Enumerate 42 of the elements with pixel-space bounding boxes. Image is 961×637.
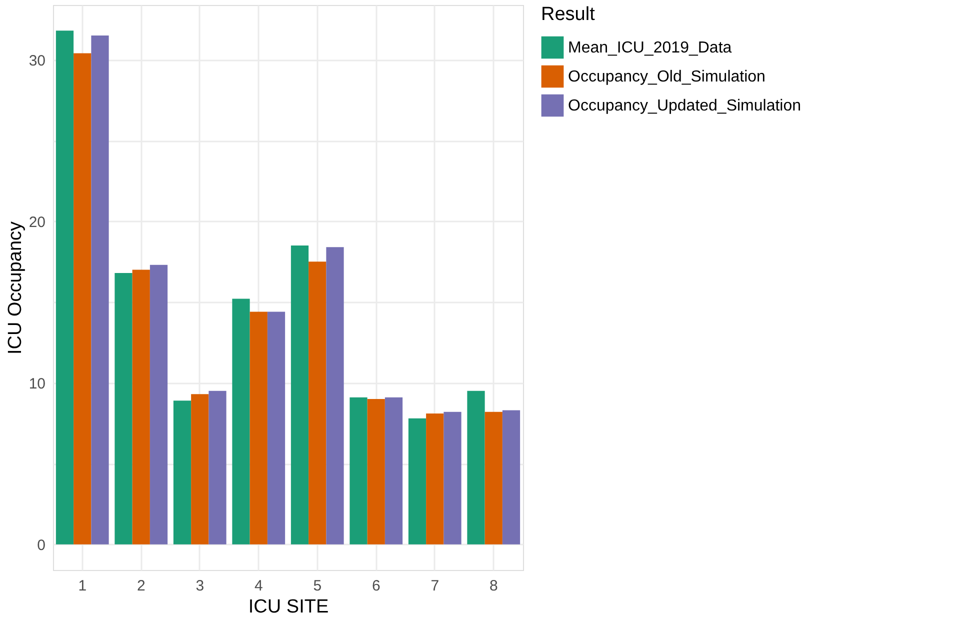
bar [290,246,309,544]
bar [114,272,132,544]
x-tick-label: 8 [489,578,498,594]
bar [74,53,92,544]
bar [250,312,268,544]
bar [150,264,168,544]
bar [173,400,192,544]
y-tick-label: 30 [28,52,46,70]
x-tick-label: 4 [254,578,263,594]
bar [232,298,250,544]
bar [350,397,368,544]
bar [367,398,385,544]
x-tick-label: 2 [136,578,146,594]
bar [444,412,462,544]
y-tick-label: 0 [37,536,46,554]
legend-label: Occupancy_Old_Simulation [568,68,766,86]
bar [191,394,209,544]
x-tick-label: 6 [372,578,380,594]
y-tick-label: 10 [28,375,46,392]
bar [91,36,109,544]
x-tick-label: 1 [78,578,87,594]
y-tick-label: 20 [28,214,46,231]
x-tick-label: 7 [430,578,440,594]
bar [467,390,485,544]
bar [308,262,326,544]
legend-title: Result [541,4,596,25]
y-axis-title: ICU Occupancy [4,220,26,355]
bar [208,390,226,544]
bar [384,397,403,544]
bar [408,418,426,544]
x-axis-title: ICU SITE [248,596,329,618]
x-tick-label: 5 [313,578,322,594]
bar [267,312,286,544]
bar [56,30,74,544]
x-tick-label: 3 [196,578,204,594]
bar [326,247,344,544]
legend-label: Mean_ICU_2019_Data [568,40,732,56]
bar [132,270,150,544]
bar [502,410,520,544]
bar [484,412,502,544]
bar [426,413,444,544]
legend-label: Occupancy_Updated_Simulation [568,98,802,114]
